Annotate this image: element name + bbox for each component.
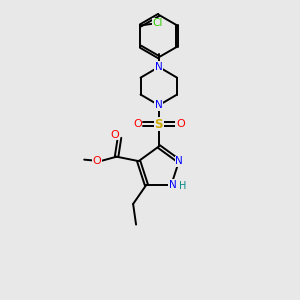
Text: O: O (111, 130, 119, 140)
Text: H: H (179, 181, 186, 191)
Text: O: O (92, 156, 101, 166)
Text: N: N (169, 180, 177, 190)
Text: Cl: Cl (152, 18, 163, 28)
Text: O: O (133, 119, 142, 129)
Text: N: N (175, 156, 183, 166)
Text: S: S (154, 118, 163, 131)
Text: N: N (155, 62, 163, 72)
Text: O: O (176, 119, 185, 129)
Text: N: N (155, 100, 163, 110)
